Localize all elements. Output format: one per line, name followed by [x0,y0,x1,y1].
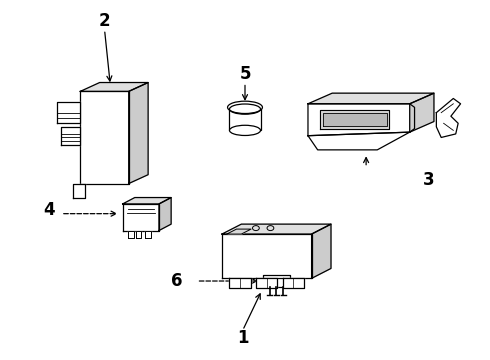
Polygon shape [122,198,171,204]
Polygon shape [80,82,148,91]
Polygon shape [229,278,251,288]
Ellipse shape [229,125,261,135]
Polygon shape [227,229,251,234]
Polygon shape [159,198,171,230]
Text: 5: 5 [239,65,251,83]
Text: 1: 1 [237,329,248,347]
Polygon shape [322,113,387,126]
Polygon shape [145,230,151,238]
Polygon shape [80,91,129,184]
Polygon shape [308,93,434,104]
Polygon shape [136,230,141,238]
Text: 4: 4 [43,201,54,219]
Polygon shape [122,204,159,230]
Polygon shape [312,224,331,278]
Polygon shape [308,132,410,150]
Polygon shape [57,102,80,123]
Polygon shape [410,93,434,132]
Polygon shape [437,99,461,138]
Bar [229,109,261,130]
Ellipse shape [229,104,261,114]
Polygon shape [256,278,277,288]
Text: 3: 3 [423,171,435,189]
Polygon shape [73,184,85,198]
Polygon shape [320,110,390,129]
Polygon shape [61,127,80,145]
Polygon shape [129,82,148,184]
Text: 6: 6 [172,272,183,290]
Polygon shape [308,104,415,136]
Polygon shape [283,278,304,288]
Polygon shape [222,224,331,234]
Polygon shape [222,234,312,278]
Polygon shape [263,275,290,287]
Polygon shape [128,230,134,238]
Text: 2: 2 [98,12,110,30]
